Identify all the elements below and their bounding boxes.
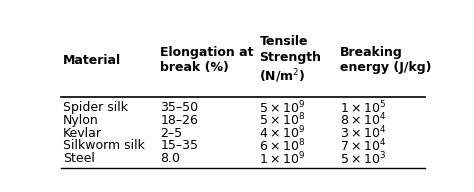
Text: 15–35: 15–35 [160,139,198,152]
Text: Kevlar: Kevlar [63,127,102,140]
Text: 35–50: 35–50 [160,101,199,114]
Text: $6 \times 10^{8}$: $6 \times 10^{8}$ [259,138,306,154]
Text: Spider silk: Spider silk [63,101,128,114]
Text: $7 \times 10^{4}$: $7 \times 10^{4}$ [340,138,387,154]
Text: $1 \times 10^{5}$: $1 \times 10^{5}$ [340,99,386,116]
Text: $8 \times 10^{4}$: $8 \times 10^{4}$ [340,112,387,129]
Text: $3 \times 10^{4}$: $3 \times 10^{4}$ [340,125,387,142]
Text: $1 \times 10^{9}$: $1 \times 10^{9}$ [259,150,306,167]
Text: Material: Material [63,54,121,66]
Text: 8.0: 8.0 [160,152,180,165]
Text: $5 \times 10^{9}$: $5 \times 10^{9}$ [259,99,306,116]
Text: $4 \times 10^{9}$: $4 \times 10^{9}$ [259,125,306,142]
Text: Tensile
Strength
(N/m$^2$): Tensile Strength (N/m$^2$) [259,35,321,85]
Text: Breaking
energy (J/kg): Breaking energy (J/kg) [340,46,432,74]
Text: $5 \times 10^{3}$: $5 \times 10^{3}$ [340,150,386,167]
Text: Steel: Steel [63,152,95,165]
Text: Nylon: Nylon [63,114,99,127]
Text: 2–5: 2–5 [160,127,182,140]
Text: Silkworm silk: Silkworm silk [63,139,145,152]
Text: Elongation at
break (%): Elongation at break (%) [160,46,254,74]
Text: $5 \times 10^{8}$: $5 \times 10^{8}$ [259,112,306,129]
Text: 18–26: 18–26 [160,114,198,127]
